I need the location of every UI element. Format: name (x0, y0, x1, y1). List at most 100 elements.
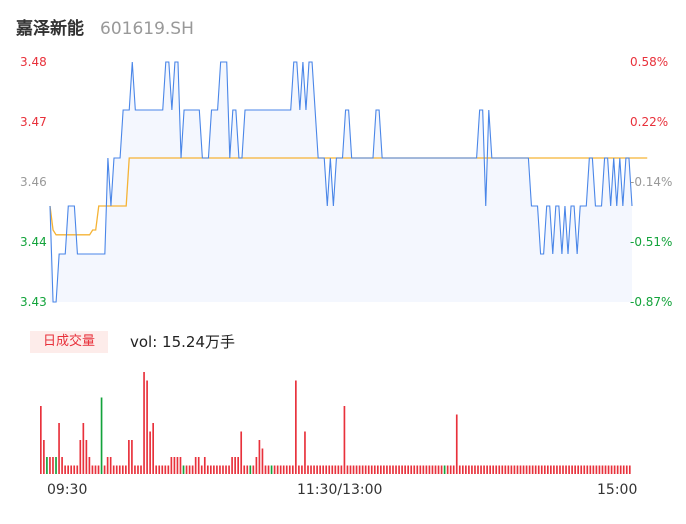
volume-bar (513, 465, 516, 474)
volume-bar (182, 465, 185, 474)
volume-bar (264, 465, 267, 474)
stock-code: 601619.SH (100, 19, 194, 39)
volume-bar (386, 465, 388, 474)
volume-bar (458, 465, 461, 474)
volume-bar (97, 465, 100, 474)
volume-bar (282, 465, 285, 474)
volume-bar (88, 457, 91, 474)
volume-bar (185, 465, 188, 474)
y-right-tick: -0.51% (630, 235, 673, 249)
volume-bar (164, 465, 167, 474)
volume-bar (191, 465, 194, 474)
volume-bar (58, 423, 60, 474)
volume-bar (355, 465, 358, 474)
volume-bar (161, 465, 164, 474)
volume-bar (313, 465, 315, 474)
volume-bar (361, 465, 364, 474)
volume-bar (149, 431, 151, 474)
volume-bar (586, 465, 589, 474)
volume-bar (203, 457, 206, 474)
volume-bar (295, 380, 297, 474)
volume-bar (553, 465, 555, 474)
volume-bar (258, 440, 261, 474)
volume-bar (200, 465, 203, 474)
volume-bar (580, 465, 583, 474)
volume-bar (419, 465, 422, 474)
volume-bar (534, 465, 537, 474)
volume-bar (228, 465, 230, 474)
volume-bar (91, 465, 94, 474)
volume-bar (531, 465, 534, 474)
volume-bar (607, 465, 610, 474)
volume-bar (197, 457, 200, 474)
volume-bar (46, 457, 48, 474)
volume-bar (477, 465, 479, 474)
volume-bar (455, 414, 458, 474)
volume-bar (128, 440, 130, 474)
volume-bar (495, 465, 498, 474)
volume-bar (574, 465, 576, 474)
volume-bar (501, 465, 504, 474)
volume-bar (364, 465, 367, 474)
volume-bar (425, 465, 428, 474)
volume-bar (625, 465, 628, 474)
volume-bar (115, 465, 118, 474)
volume-bar (188, 465, 191, 474)
volume-bar (131, 440, 133, 474)
volume-bar (383, 465, 385, 474)
volume-bar (373, 465, 376, 474)
volume-bar (589, 465, 592, 474)
volume-bar (480, 465, 482, 474)
volume-bar (276, 465, 279, 474)
y-left-tick: 3.44 (20, 235, 47, 249)
volume-bar (583, 465, 586, 474)
stock-name: 嘉泽新能 (16, 19, 84, 39)
volume-bar (395, 465, 397, 474)
volume-bar (125, 465, 127, 474)
volume-bar (246, 465, 249, 474)
volume-bar (337, 465, 340, 474)
volume-bar (434, 465, 437, 474)
volume-bar (540, 465, 543, 474)
volume-bar (380, 465, 382, 474)
stock-header: 嘉泽新能 601619.SH (16, 14, 194, 39)
volume-bar (76, 465, 79, 474)
x-tick-open: 09:30 (47, 482, 88, 498)
volume-bar (613, 465, 616, 474)
volume-bar (328, 465, 331, 474)
volume-bar (595, 465, 598, 474)
volume-bar (179, 457, 182, 474)
volume-bar (146, 380, 148, 474)
y-left-tick: 3.48 (20, 55, 47, 69)
volume-bar (67, 465, 69, 474)
volume-bar (519, 465, 522, 474)
volume-bar (322, 465, 325, 474)
volume-bar (537, 465, 540, 474)
volume-bar (61, 457, 63, 474)
volume-bar (619, 465, 622, 474)
volume-bar (507, 465, 510, 474)
volume-bar (601, 465, 604, 474)
volume-bar (167, 465, 170, 474)
volume-bar (568, 465, 570, 474)
price-area (50, 62, 632, 302)
y-right-tick: 0.58% (630, 55, 669, 69)
volume-bar (206, 465, 209, 474)
volume-bar (616, 465, 619, 474)
volume-bar (176, 457, 179, 474)
volume-bar (449, 465, 452, 474)
volume-bar (285, 465, 288, 474)
volume-bar (392, 465, 394, 474)
volume-bar (173, 457, 176, 474)
volume-bar (234, 457, 236, 474)
volume-bar (416, 465, 419, 474)
avg-price-line (49, 157, 648, 236)
volume-bar (291, 465, 294, 474)
volume-bar (112, 465, 115, 474)
volume-bar (40, 406, 42, 474)
volume-bar (273, 465, 276, 474)
volume-bar (346, 465, 349, 474)
volume-bar (70, 465, 73, 474)
volume-bar (577, 465, 580, 474)
volume-tag: 日成交量 (30, 331, 108, 353)
